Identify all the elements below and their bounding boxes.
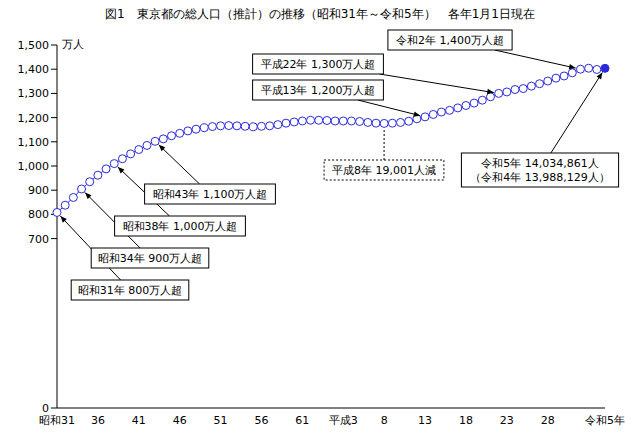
svg-text:平成3: 平成3 xyxy=(329,414,358,427)
svg-text:18: 18 xyxy=(459,414,473,427)
svg-text:1,200: 1,200 xyxy=(18,112,50,125)
svg-text:1,500: 1,500 xyxy=(18,39,50,52)
svg-text:13: 13 xyxy=(418,414,432,427)
svg-text:平成13年 1,200万人超: 平成13年 1,200万人超 xyxy=(261,84,376,97)
svg-text:令和2年 1,400万人超: 令和2年 1,400万人超 xyxy=(396,34,504,47)
html-text:図1 東京都の総人口（推計）の推移（昭和31年～令和5年）: 図1 東京都の総人口（推計）の推移（昭和31年～令和5年） xyxy=(105,7,436,21)
svg-text:0: 0 xyxy=(42,402,49,415)
svg-text:51: 51 xyxy=(214,414,228,427)
svg-text:昭和34年 900万人超: 昭和34年 900万人超 xyxy=(98,252,203,265)
svg-text:900: 900 xyxy=(28,184,49,197)
svg-text:令和5年 14,034,861人: 令和5年 14,034,861人 xyxy=(481,157,598,170)
svg-text:1,000: 1,000 xyxy=(18,160,50,173)
svg-text:8: 8 xyxy=(381,414,388,427)
svg-text:41: 41 xyxy=(132,414,146,427)
svg-text:1,400: 1,400 xyxy=(18,63,50,76)
svg-text:昭和31年 800万人超: 昭和31年 800万人超 xyxy=(78,284,183,297)
svg-text:昭和43年 1,100万人超: 昭和43年 1,100万人超 xyxy=(153,188,268,201)
svg-text:61: 61 xyxy=(295,414,309,427)
svg-text:28: 28 xyxy=(541,414,555,427)
svg-text:700: 700 xyxy=(28,233,49,246)
svg-text:昭和31: 昭和31 xyxy=(39,414,75,427)
svg-text:令和5年: 令和5年 xyxy=(585,414,625,427)
svg-text:平成22年 1,300万人超: 平成22年 1,300万人超 xyxy=(261,58,376,71)
svg-text:800: 800 xyxy=(28,208,49,221)
svg-text:（令和4年 13,988,129人）: （令和4年 13,988,129人） xyxy=(470,171,609,184)
svg-text:56: 56 xyxy=(254,414,268,427)
svg-text:1,100: 1,100 xyxy=(18,136,50,149)
svg-text:46: 46 xyxy=(173,414,187,427)
svg-text:36: 36 xyxy=(91,414,105,427)
svg-text:平成8年 19,001人減: 平成8年 19,001人減 xyxy=(332,164,436,177)
html-text:万人: 万人 xyxy=(62,38,84,51)
svg-text:23: 23 xyxy=(500,414,514,427)
svg-text:昭和38年 1,000万人超: 昭和38年 1,000万人超 xyxy=(123,220,238,233)
html-text:各年1月1日現在: 各年1月1日現在 xyxy=(447,7,535,21)
svg-text:1,300: 1,300 xyxy=(18,87,50,100)
